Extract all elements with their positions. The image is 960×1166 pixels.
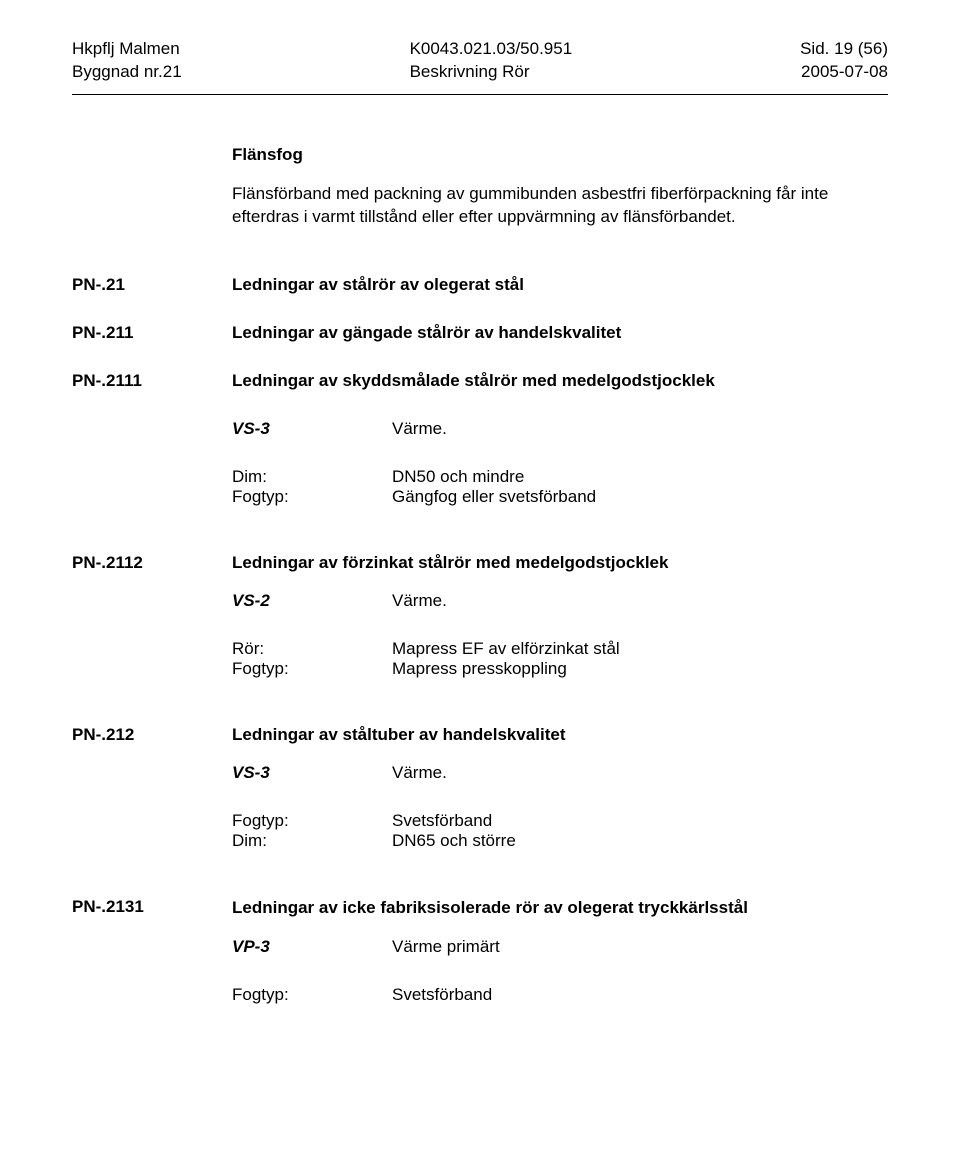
- pn2112-vs-label: VS-2: [232, 591, 392, 611]
- row-pn2131: PN-.2131 Ledningar av icke fabriksisoler…: [72, 897, 888, 919]
- pn2131-vs-value: Värme primärt: [392, 937, 888, 957]
- pn2111-vs: VS-3 Värme.: [232, 419, 888, 439]
- code-pn211: PN-.211: [72, 323, 232, 343]
- code-pn2112: PN-.2112: [72, 553, 232, 573]
- row-pn2112: PN-.2112 Ledningar av förzinkat stålrör …: [72, 553, 888, 573]
- header-left-line1: Hkpflj Malmen: [72, 38, 182, 61]
- pn2131-vs-label: VP-3: [232, 937, 392, 957]
- title-pn212: Ledningar av ståltuber av handelskvalite…: [232, 725, 888, 745]
- code-pn212: PN-.212: [72, 725, 232, 745]
- header-center-line2: Beskrivning Rör: [410, 61, 573, 84]
- pn2131-vs: VP-3 Värme primärt: [232, 937, 888, 957]
- row-pn212: PN-.212 Ledningar av ståltuber av handel…: [72, 725, 888, 745]
- title-pn211: Ledningar av gängade stålrör av handelsk…: [232, 323, 888, 343]
- pn2111-vs-value: Värme.: [392, 419, 888, 439]
- code-pn2111: PN-.2111: [72, 371, 232, 391]
- pn2111-kv: Dim: DN50 och mindre Fogtyp: Gängfog ell…: [232, 467, 888, 507]
- flansfog-title: Flänsfog: [232, 145, 888, 165]
- title-pn2131: Ledningar av icke fabriksisolerade rör a…: [232, 897, 888, 919]
- pn212-fog-label: Fogtyp:: [232, 811, 392, 831]
- header-right-line1: Sid. 19 (56): [800, 38, 888, 61]
- pn2111-dim-value: DN50 och mindre: [392, 467, 888, 487]
- code-pn2131: PN-.2131: [72, 897, 232, 919]
- pn212-kv: Fogtyp: Svetsförband Dim: DN65 och störr…: [232, 811, 888, 851]
- section-flansfog: Flänsfog Flänsförband med packning av gu…: [232, 145, 888, 229]
- pn2131-fog-label: Fogtyp:: [232, 985, 392, 1005]
- pn212-dim-label: Dim:: [232, 831, 392, 851]
- pn2111-fog-value: Gängfog eller svetsförband: [392, 487, 888, 507]
- pn2112-fog-label: Fogtyp:: [232, 659, 392, 679]
- page-total: (56): [853, 39, 888, 58]
- flansfog-body: Flänsförband med packning av gummibunden…: [232, 183, 888, 229]
- pn2112-kv: Rör: Mapress EF av elförzinkat stål Fogt…: [232, 639, 888, 679]
- header-date: 2005-07-08: [800, 61, 888, 84]
- row-pn211: PN-.211 Ledningar av gängade stålrör av …: [72, 323, 888, 343]
- page-header: Hkpflj Malmen Byggnad nr.21 K0043.021.03…: [72, 38, 888, 84]
- pn212-dim-value: DN65 och större: [392, 831, 888, 851]
- header-center-line1: K0043.021.03/50.951: [410, 38, 573, 61]
- pn2112-ror-value: Mapress EF av elförzinkat stål: [392, 639, 888, 659]
- code-pn21: PN-.21: [72, 275, 232, 295]
- title-pn21: Ledningar av stålrör av olegerat stål: [232, 275, 888, 295]
- pn212-vs: VS-3 Värme.: [232, 763, 888, 783]
- pn2111-fog-label: Fogtyp:: [232, 487, 392, 507]
- pn2111-dim-label: Dim:: [232, 467, 392, 487]
- pn2112-fog-value: Mapress presskoppling: [392, 659, 888, 679]
- row-pn21: PN-.21 Ledningar av stålrör av olegerat …: [72, 275, 888, 295]
- title-pn2111: Ledningar av skyddsmålade stålrör med me…: [232, 371, 888, 391]
- header-right: Sid. 19 (56) 2005-07-08: [800, 38, 888, 84]
- row-pn2111: PN-.2111 Ledningar av skyddsmålade stålr…: [72, 371, 888, 391]
- pn2131-kv: Fogtyp: Svetsförband: [232, 985, 888, 1005]
- title-pn2112: Ledningar av förzinkat stålrör med medel…: [232, 553, 888, 573]
- header-left-line2: Byggnad nr.21: [72, 61, 182, 84]
- header-left: Hkpflj Malmen Byggnad nr.21: [72, 38, 182, 84]
- pn2111-vs-label: VS-3: [232, 419, 392, 439]
- pn212-vs-label: VS-3: [232, 763, 392, 783]
- pn2131-fog-value: Svetsförband: [392, 985, 888, 1005]
- page-label: Sid.: [800, 39, 834, 58]
- pn212-vs-value: Värme.: [392, 763, 888, 783]
- page-number: 19: [834, 39, 853, 58]
- header-center: K0043.021.03/50.951 Beskrivning Rör: [410, 38, 573, 84]
- pn212-fog-value: Svetsförband: [392, 811, 888, 831]
- header-rule: [72, 94, 888, 95]
- pn2112-ror-label: Rör:: [232, 639, 392, 659]
- pn2112-vs: VS-2 Värme.: [232, 591, 888, 611]
- pn2112-vs-value: Värme.: [392, 591, 888, 611]
